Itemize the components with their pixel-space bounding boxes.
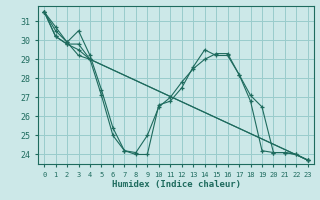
- X-axis label: Humidex (Indice chaleur): Humidex (Indice chaleur): [111, 180, 241, 189]
